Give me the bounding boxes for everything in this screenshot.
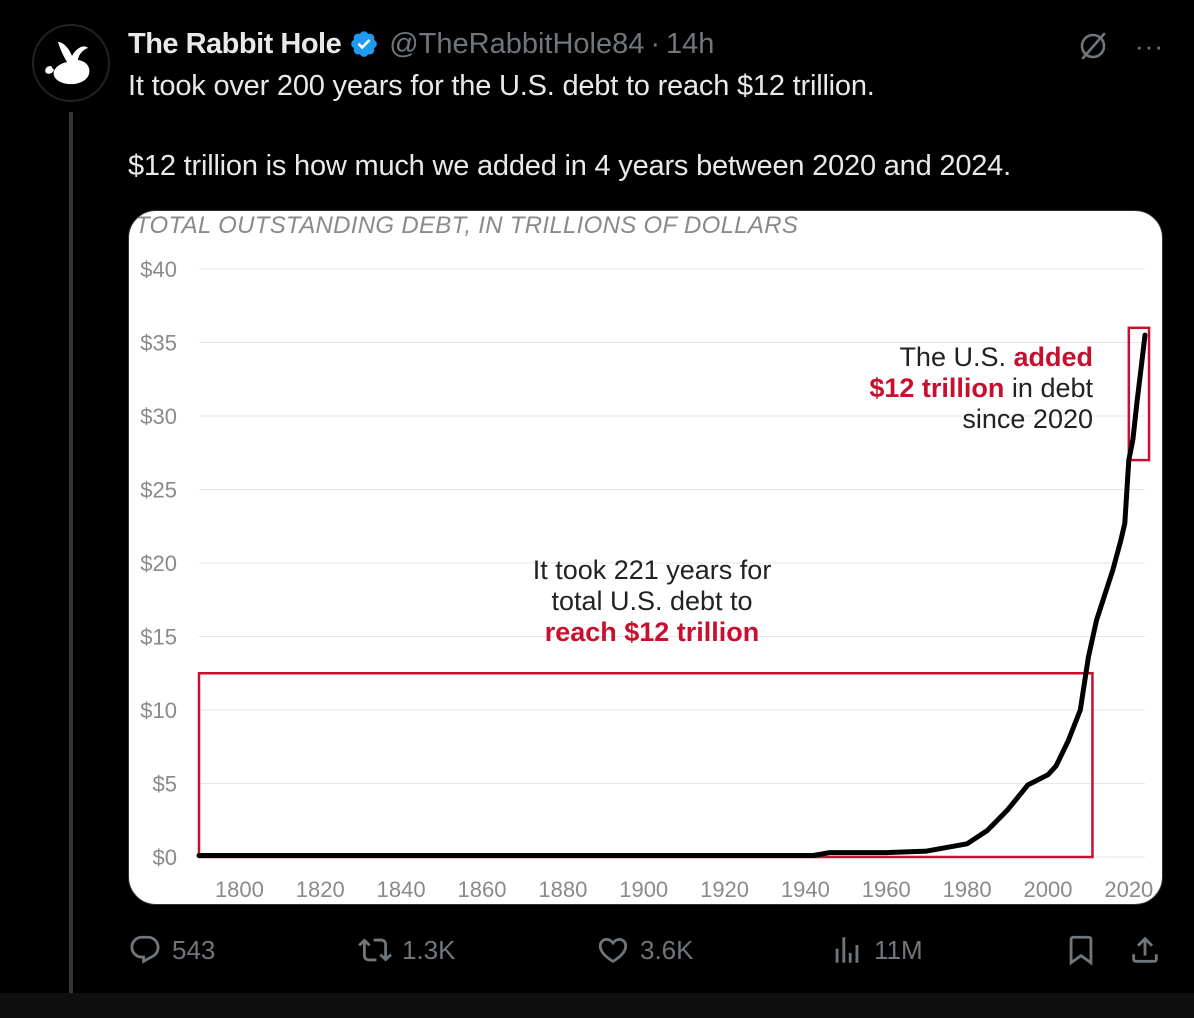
y-tick-label: $5 — [153, 772, 177, 797]
views-count: 11M — [874, 934, 923, 965]
bookmark-icon[interactable] — [1064, 933, 1098, 967]
y-tick-label: $35 — [140, 331, 177, 356]
timestamp[interactable]: 14h — [666, 27, 715, 60]
annotation-text-segment: The U.S. — [899, 342, 1013, 372]
rabbit-logo-icon — [37, 29, 105, 97]
x-tick-label: 1880 — [538, 877, 587, 902]
chart-title: TOTAL OUTSTANDING DEBT, IN TRILLIONS OF … — [135, 212, 798, 239]
annotation-text-line: since 2020 — [962, 404, 1093, 434]
views-icon — [835, 937, 859, 963]
reply-button[interactable]: 543 — [128, 926, 215, 974]
annotation-box — [1127, 326, 1151, 462]
annotation-text-segment: It took 221 years for — [533, 555, 772, 585]
debt-series-line — [196, 332, 1148, 858]
action-bar: 543 1.3K 3.6K 11M — [128, 926, 1164, 974]
x-tick-label: 1960 — [862, 877, 911, 902]
reply-icon — [130, 935, 160, 964]
annotation-box — [197, 672, 1094, 859]
annotation-text-segment: reach $12 trillion — [545, 617, 760, 647]
reply-count: 543 — [172, 934, 216, 965]
y-tick-label: $20 — [140, 551, 177, 576]
avatar[interactable] — [32, 24, 110, 102]
debt-chart: TOTAL OUTSTANDING DEBT, IN TRILLIONS OF … — [135, 212, 1153, 902]
x-tick-label: 2020 — [1104, 877, 1153, 902]
like-button[interactable]: 3.6K — [596, 926, 694, 974]
separator-dot: · — [650, 27, 661, 60]
annotation-text-line: $12 trillion in debt — [869, 373, 1093, 403]
x-tick-label: 1900 — [619, 877, 668, 902]
annotation-text-line: The U.S. added — [899, 342, 1093, 372]
tweet-media-chart[interactable]: TOTAL OUTSTANDING DEBT, IN TRILLIONS OF … — [128, 210, 1163, 905]
annotation-text-segment: $12 trillion — [869, 373, 1004, 403]
annotation-text-line: reach $12 trillion — [545, 617, 760, 647]
handle[interactable]: @TheRabbitHole84 — [389, 27, 645, 60]
repost-button[interactable]: 1.3K — [358, 926, 456, 974]
annotation-text-segment: in debt — [1004, 373, 1093, 403]
y-tick-label: $30 — [140, 404, 177, 429]
annotation-text-segment: added — [1013, 342, 1093, 372]
top-icons: ··· — [1075, 28, 1164, 64]
y-tick-label: $15 — [140, 625, 177, 650]
x-tick-label: 1820 — [296, 877, 345, 902]
like-count: 3.6K — [640, 934, 694, 965]
repost-count: 1.3K — [402, 934, 456, 965]
like-icon — [598, 937, 628, 963]
annotation-text-line: total U.S. debt to — [551, 586, 752, 616]
verified-badge-icon[interactable] — [349, 29, 379, 59]
repost-icon — [358, 938, 392, 962]
more-icon[interactable]: ··· — [1135, 31, 1164, 61]
y-tick-label: $10 — [140, 698, 177, 723]
x-tick-label: 1920 — [700, 877, 749, 902]
x-tick-label: 1980 — [943, 877, 992, 902]
y-tick-label: $40 — [140, 257, 177, 282]
x-tick-label: 1940 — [781, 877, 830, 902]
tweet-text-line-2: $12 trillion is how much we added in 4 y… — [128, 150, 1011, 182]
x-tick-label: 1860 — [458, 877, 507, 902]
annotation-text-segment: total U.S. debt to — [551, 586, 752, 616]
y-tick-label: $0 — [153, 845, 177, 870]
x-tick-label: 1840 — [377, 877, 426, 902]
views-button[interactable]: 11M — [830, 926, 923, 974]
annotation-text-segment: since 2020 — [962, 404, 1093, 434]
x-tick-label: 2000 — [1023, 877, 1072, 902]
display-name[interactable]: The Rabbit Hole — [128, 27, 342, 60]
annotation-text-line: It took 221 years for — [533, 555, 772, 585]
tweet-header: The Rabbit Hole @TheRabbitHole84 · 14h — [128, 26, 714, 62]
bottom-strip — [0, 993, 1194, 1018]
y-tick-label: $25 — [140, 478, 177, 503]
grok-icon[interactable] — [1075, 28, 1111, 64]
x-tick-label: 1800 — [215, 877, 264, 902]
share-icon[interactable] — [1128, 933, 1162, 967]
tweet-text-line-1: It took over 200 years for the U.S. debt… — [128, 70, 875, 102]
thread-line — [69, 112, 73, 1007]
